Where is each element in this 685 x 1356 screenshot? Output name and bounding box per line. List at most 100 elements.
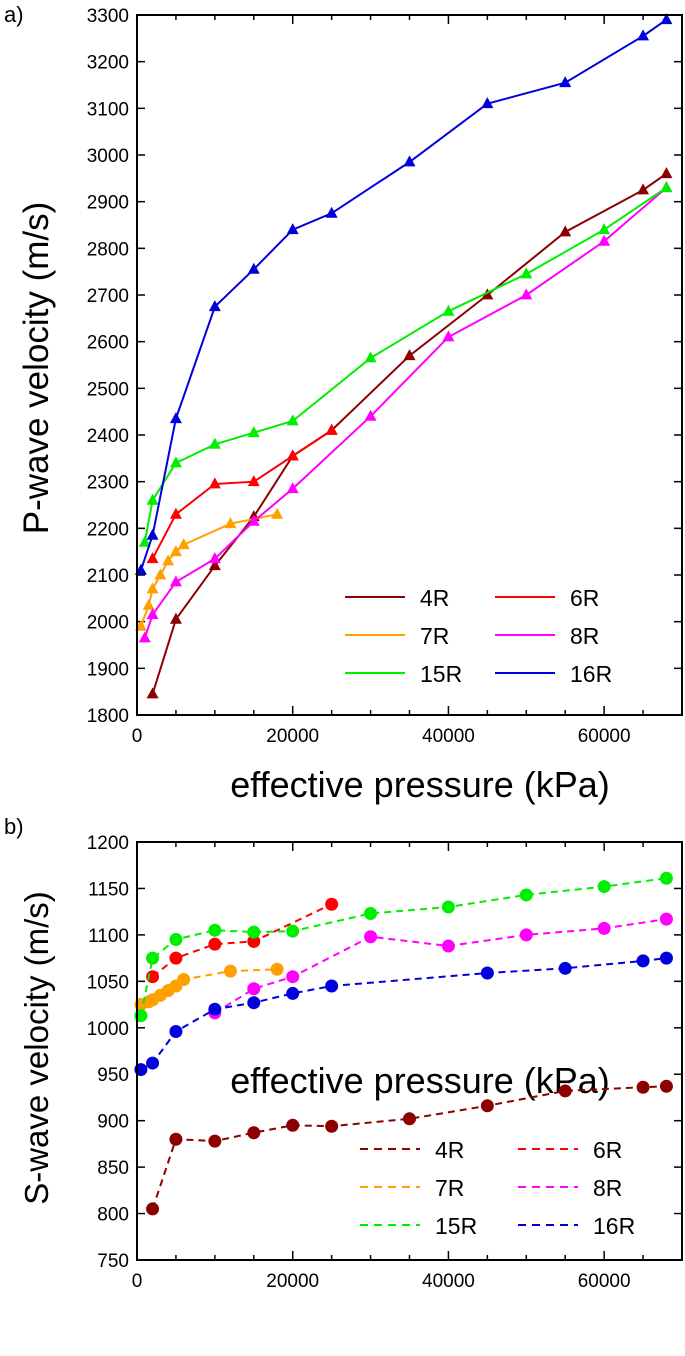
series-line-8R [143,186,668,639]
y-tick-label: 3000 [87,146,129,167]
data-point-15R [208,437,221,449]
panel-b-frame [136,841,683,1261]
data-point-4R [659,1079,673,1093]
y-tick-label: 750 [97,1251,129,1272]
panel-a-frame [136,14,683,716]
data-point-7R [146,582,159,594]
data-point-8R [659,912,673,926]
data-point-15R [597,880,611,894]
legend-label-6R: 6R [593,1137,622,1163]
data-point-8R [247,982,261,996]
x-tick-label: 60000 [578,726,631,747]
data-point-4R [559,225,572,237]
data-point-16R [660,13,673,25]
data-point-15R [441,900,455,914]
x-tick-label: 40000 [422,1271,475,1292]
data-point-15R [247,426,260,438]
data-point-15R [442,304,455,316]
data-point-7R [224,517,237,529]
panel-b-label: b) [4,814,24,839]
y-tick-label: 1150 [88,879,129,900]
data-point-16R [208,1002,222,1016]
legend-label-15R: 15R [435,1213,477,1239]
data-point-15R [169,933,183,947]
data-point-15R [520,267,533,279]
legend-label-16R: 16R [593,1213,635,1239]
data-point-16R [146,528,159,540]
data-point-6R [146,552,159,564]
data-point-7R [271,507,284,519]
data-point-15R [364,907,378,921]
legend-label-8R: 8R [593,1175,622,1201]
data-point-4R [208,559,221,571]
series-line-6R [151,429,333,560]
legend-label-16R: 16R [570,661,612,687]
data-point-8R [442,330,455,342]
panel-a-y-axis-label: P-wave velocity (m/s) [17,202,56,535]
data-point-7R [162,554,175,566]
data-point-7R [142,598,155,610]
data-point-16R [558,961,572,975]
series-line-16R [140,957,667,1071]
data-point-15R [146,493,159,505]
data-point-16R [325,979,339,993]
data-point-15R [286,924,300,938]
data-point-16R [636,954,650,968]
data-point-4R [169,612,182,624]
y-tick-label: 3200 [87,53,129,74]
y-tick-label: 1900 [87,659,129,680]
data-point-15R [208,923,222,937]
x-tick-label: 40000 [422,726,475,747]
data-point-7R [270,962,284,976]
data-point-8R [169,575,182,587]
series-line-8R [214,918,667,1014]
legend-label-15R: 15R [420,661,462,687]
data-point-16R [247,996,261,1010]
data-point-6R [208,477,221,489]
data-point-16R [480,966,494,980]
x-tick-label: 20000 [266,1271,319,1292]
panel-a-x-axis-label: effective pressure (kPa) [230,764,610,805]
legend-label-6R: 6R [570,585,599,611]
data-point-4R [660,167,673,179]
data-point-4R [637,183,650,195]
data-point-16R [659,951,673,965]
data-point-8R [597,921,611,935]
data-point-4R [286,1118,300,1132]
data-point-15R [169,456,182,468]
data-point-15R [660,181,673,193]
y-tick-label: 2900 [87,193,129,214]
data-point-6R [146,970,160,984]
data-point-6R [247,475,260,487]
data-point-16R [286,986,300,1000]
data-point-4R [558,1084,572,1098]
data-point-15R [364,351,377,363]
data-point-6R [169,951,183,965]
data-point-6R [208,937,222,951]
data-point-4R [146,1202,160,1216]
data-point-15R [519,888,533,902]
data-point-4R [208,1134,222,1148]
data-point-16R [403,155,416,167]
y-tick-label: 900 [97,1112,129,1133]
data-point-15R [598,223,611,235]
series-line-15R [143,186,667,543]
panel-b-x-axis-label: effective pressure (kPa) [230,1060,610,1101]
data-point-7R [169,545,182,557]
data-point-8R [146,608,159,620]
legend-label-8R: 8R [570,623,599,649]
panel-a-plot-area: 1800 1900 2000 2100 2200 2300 2400 2500 2600 2700… [87,6,683,747]
data-point-4R [480,1099,494,1113]
data-point-8R [247,514,260,526]
data-point-6R [325,897,339,911]
y-tick-label: 950 [97,1065,129,1086]
data-point-8R [138,631,151,643]
y-tick-label: 800 [97,1205,129,1226]
data-point-8R [520,288,533,300]
data-point-16R [169,1024,183,1038]
y-tick-label: 2600 [87,333,129,354]
data-point-16R [325,206,338,218]
y-tick-label: 2100 [87,566,129,587]
data-point-16R [559,76,572,88]
